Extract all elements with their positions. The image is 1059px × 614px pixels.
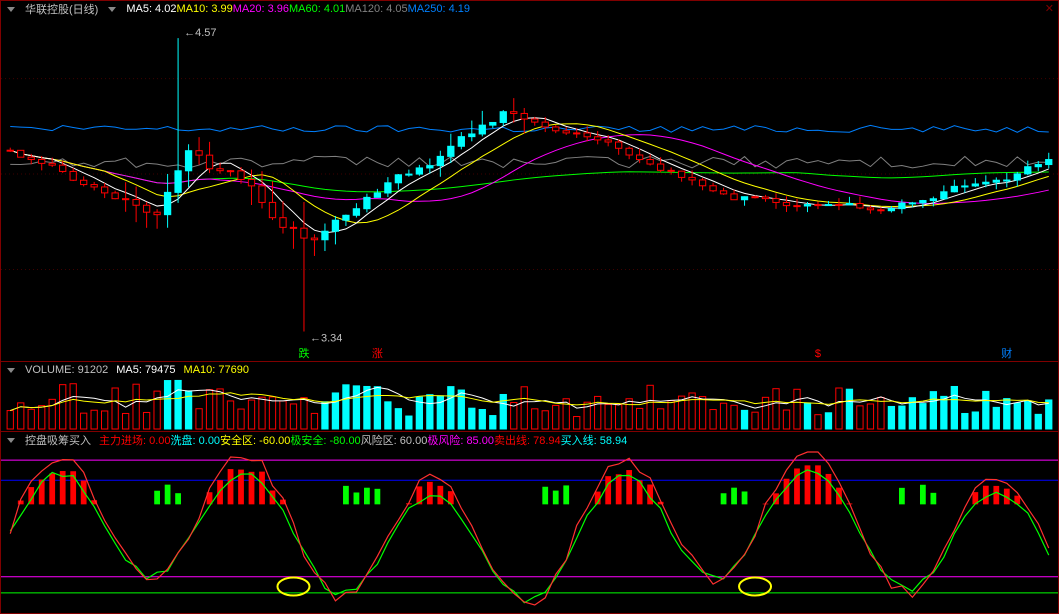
- svg-text:$: $: [815, 348, 821, 360]
- candlestick-chart[interactable]: ←4.57 ←3.34跌 涨 $ 财: [1, 1, 1058, 361]
- indicator-legend-item: 极安全: -80.00: [290, 435, 360, 447]
- collapse-icon[interactable]: [7, 438, 15, 443]
- indicator-legend-item: 洗盘: 0.00: [171, 435, 221, 447]
- vol-ma10: MA10: 77690: [184, 364, 249, 376]
- collapse-icon[interactable]: [7, 368, 15, 373]
- ma-legend-item: MA5: 4.02: [126, 3, 176, 15]
- stock-title: 华联控股(日线): [25, 1, 98, 17]
- close-icon[interactable]: ✕: [1045, 2, 1054, 15]
- svg-text:财: 财: [1001, 346, 1012, 360]
- volume-header: VOLUME: 91202 MA5: 79475 MA10: 77690: [1, 362, 1058, 378]
- main-price-panel[interactable]: 华联控股(日线) MA5: 4.02MA10: 3.99MA20: 3.96MA…: [1, 1, 1058, 361]
- main-header: 华联控股(日线) MA5: 4.02MA10: 3.99MA20: 3.96MA…: [1, 1, 1058, 17]
- vol-ma5: MA5: 79475: [116, 364, 175, 376]
- ma-legend: MA5: 4.02MA10: 3.99MA20: 3.96MA60: 4.01M…: [126, 3, 470, 15]
- indicator-panel[interactable]: 控盘吸筹买入 主力进场: 0.00洗盘: 0.00安全区: -60.00极安全:…: [1, 432, 1058, 613]
- indicator-chart[interactable]: [1, 432, 1058, 613]
- collapse-icon[interactable]: [7, 7, 15, 12]
- volume-panel[interactable]: VOLUME: 91202 MA5: 79475 MA10: 77690: [1, 362, 1058, 431]
- indicator-legend-item: 安全区: -60.00: [220, 435, 290, 447]
- svg-text:涨: 涨: [372, 347, 383, 360]
- indicator-legend-item: 极风险: 85.00: [427, 435, 494, 447]
- indicator-legend-item: 风险区: 60.00: [361, 435, 428, 447]
- volume-label: VOLUME: 91202: [25, 364, 108, 376]
- ma-legend-item: MA250: 4.19: [408, 3, 470, 15]
- svg-text:跌: 跌: [298, 346, 309, 360]
- ma-legend-item: MA60: 4.01: [289, 3, 345, 15]
- dropdown-icon[interactable]: [108, 7, 116, 12]
- stock-chart-container: 华联控股(日线) MA5: 4.02MA10: 3.99MA20: 3.96MA…: [0, 0, 1059, 614]
- svg-text:←3.34: ←3.34: [310, 332, 342, 344]
- indicator-legend: 主力进场: 0.00洗盘: 0.00安全区: -60.00极安全: -80.00…: [99, 432, 627, 448]
- indicator-title: 控盘吸筹买入: [25, 432, 91, 448]
- indicator-legend-item: 买入线: 58.94: [561, 435, 628, 447]
- indicator-legend-item: 卖出线: 78.94: [494, 435, 561, 447]
- svg-text:←4.57: ←4.57: [184, 27, 216, 39]
- ma-legend-item: MA20: 3.96: [233, 3, 289, 15]
- indicator-header: 控盘吸筹买入 主力进场: 0.00洗盘: 0.00安全区: -60.00极安全:…: [1, 432, 1058, 448]
- indicator-legend-item: 主力进场: 0.00: [99, 435, 171, 447]
- ma-legend-item: MA120: 4.05: [345, 3, 407, 15]
- ma-legend-item: MA10: 3.99: [176, 3, 232, 15]
